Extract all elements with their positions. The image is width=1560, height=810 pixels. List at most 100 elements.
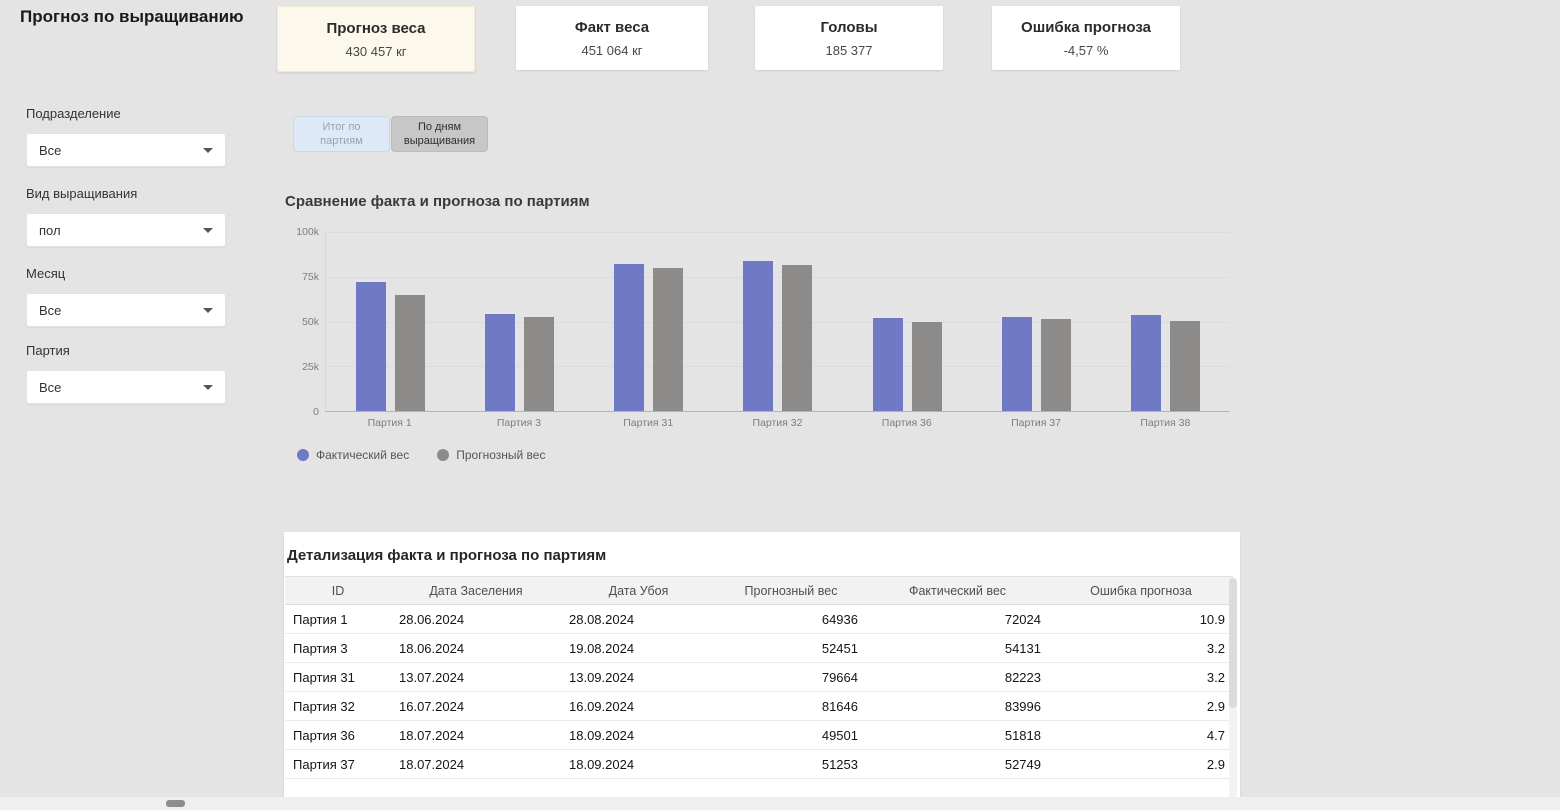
table-cell: 28.08.2024 [561, 604, 716, 634]
tab-batch-summary[interactable]: Итог по партиям [293, 116, 390, 152]
table-vertical-scrollbar[interactable] [1229, 578, 1237, 806]
bar-group [713, 232, 842, 411]
bar-group [1101, 232, 1230, 411]
table-cell: 10.9 [1049, 604, 1233, 634]
chevron-down-icon [203, 384, 213, 390]
x-tick-label: Партия 38 [1140, 417, 1191, 429]
table-row[interactable]: Партия 1 28.06.2024 28.08.2024 64936 72024 10… [285, 604, 1233, 634]
table-cell: 3.2 [1049, 633, 1233, 663]
filter-division: Подразделение Все [26, 106, 226, 167]
table-cell: 51253 [716, 749, 866, 779]
chevron-down-icon [203, 227, 213, 233]
table-row[interactable]: Партия 32 16.07.2024 16.09.2024 81646 83996 2… [285, 691, 1233, 721]
tab-by-growing-days[interactable]: По дням выращивания [391, 116, 488, 152]
kpi-label: Ошибка прогноза [1021, 18, 1151, 36]
column-header[interactable]: Прогнозный вес [716, 576, 866, 605]
bar-forecast-weight[interactable] [395, 294, 426, 411]
detail-table-card: Детализация факта и прогноза по партиям … [284, 532, 1240, 810]
gridline [326, 276, 1230, 278]
dropdown-value: Все [39, 142, 62, 158]
view-tabs: Итог по партиям По дням выращивания [293, 116, 488, 152]
table-cell: 54131 [866, 633, 1049, 663]
table-row[interactable]: Партия 31 13.07.2024 13.09.2024 79664 82223 3… [285, 662, 1233, 692]
kpi-card-forecast-weight[interactable]: Прогноз веса 430 457 кг [277, 6, 475, 72]
table-cell: 18.09.2024 [561, 720, 716, 750]
detail-table: ID Дата Заселения Дата Убоя Прогнозный вес Ф… [285, 576, 1233, 779]
page-title: Прогноз по выращиванию [20, 7, 244, 26]
kpi-card-forecast-error[interactable]: Ошибка прогноза -4,57 % [992, 6, 1180, 70]
chart-title: Сравнение факта и прогноза по партиям [285, 193, 590, 210]
page-horizontal-scrollbar[interactable] [0, 797, 1560, 810]
table-cell: 18.06.2024 [391, 633, 561, 663]
batch-dropdown[interactable]: Все [26, 370, 226, 404]
bar-forecast-weight[interactable] [1040, 319, 1071, 411]
x-tick-label: Партия 31 [623, 417, 674, 429]
column-header[interactable]: ID [285, 576, 391, 605]
bar-forecast-weight[interactable] [911, 322, 942, 411]
division-dropdown[interactable]: Все [26, 133, 226, 167]
gridline [326, 321, 1230, 323]
table-title: Детализация факта и прогноза по партиям [287, 547, 607, 564]
table-cell: 18.07.2024 [391, 720, 561, 750]
kpi-value: 185 377 [825, 42, 873, 58]
table-row[interactable]: Партия 37 18.07.2024 18.09.2024 51253 52749 2… [285, 749, 1233, 779]
table-header-row: ID Дата Заселения Дата Убоя Прогнозный вес Ф… [285, 576, 1233, 605]
bar-group [843, 232, 972, 411]
dropdown-value: пол [39, 222, 61, 238]
table-cell: 52749 [866, 749, 1049, 779]
bar-actual-weight[interactable] [1130, 314, 1161, 411]
column-header[interactable]: Дата Убоя [561, 576, 716, 605]
legend-item[interactable]: Фактический вес [297, 448, 409, 462]
legend-dot [437, 449, 450, 461]
filter-label: Партия [26, 343, 70, 358]
bar-actual-weight[interactable] [1001, 316, 1032, 411]
bar-group [584, 232, 713, 411]
table-cell: 2.9 [1049, 691, 1233, 721]
table-cell: 79664 [716, 662, 866, 692]
bar-forecast-weight[interactable] [782, 264, 813, 411]
filter-growing-type: Вид выращивания пол [26, 186, 226, 247]
bar-forecast-weight[interactable] [653, 268, 684, 411]
table-cell: Партия 3 [285, 633, 391, 663]
month-dropdown[interactable]: Все [26, 293, 226, 327]
bar-forecast-weight[interactable] [1169, 320, 1200, 411]
legend-dot [297, 449, 309, 461]
bar-actual-weight[interactable] [872, 318, 903, 411]
scrollbar-thumb[interactable] [166, 800, 185, 807]
kpi-label: Головы [820, 18, 878, 36]
bar-group [455, 232, 584, 411]
x-tick-label: Партия 37 [1011, 417, 1062, 429]
table-cell: 19.08.2024 [561, 633, 716, 663]
table-cell: 4.7 [1049, 720, 1233, 750]
table-cell: 28.06.2024 [391, 604, 561, 634]
kpi-card-heads[interactable]: Головы 185 377 [755, 6, 943, 70]
table-cell: 18.09.2024 [561, 749, 716, 779]
table-row[interactable]: Партия 36 18.07.2024 18.09.2024 49501 51818 4… [285, 720, 1233, 750]
table-row[interactable]: Партия 3 18.06.2024 19.08.2024 52451 54131 3.… [285, 633, 1233, 663]
table-cell: Партия 1 [285, 604, 391, 634]
bar-actual-weight[interactable] [614, 263, 645, 411]
kpi-label: Факт веса [574, 18, 650, 36]
bar-group [326, 232, 455, 411]
scrollbar-thumb[interactable] [1229, 578, 1237, 708]
bar-chart: 100k 75k 50k 25k 0 Партия 1 Партия 3 Партия 31… [285, 225, 1235, 437]
column-header[interactable]: Дата Заселения [391, 576, 561, 605]
table-cell: Партия 31 [285, 662, 391, 692]
legend-item[interactable]: Прогнозный вес [437, 448, 545, 462]
bar-actual-weight[interactable] [743, 260, 774, 411]
y-tick-label: 100k [296, 226, 319, 238]
table-cell: 18.07.2024 [391, 749, 561, 779]
table-cell: 13.09.2024 [561, 662, 716, 692]
bar-forecast-weight[interactable] [524, 317, 555, 411]
table-cell: 64936 [716, 604, 866, 634]
y-tick-label: 75k [302, 271, 319, 283]
filter-label: Вид выращивания [26, 186, 138, 201]
column-header[interactable]: Фактический вес [866, 576, 1049, 605]
bar-actual-weight[interactable] [356, 282, 387, 411]
dropdown-value: Все [39, 379, 62, 395]
column-header[interactable]: Ошибка прогноза [1049, 576, 1233, 605]
growing-type-dropdown[interactable]: пол [26, 213, 226, 247]
bar-actual-weight[interactable] [485, 314, 516, 411]
kpi-card-actual-weight[interactable]: Факт веса 451 064 кг [516, 6, 708, 70]
